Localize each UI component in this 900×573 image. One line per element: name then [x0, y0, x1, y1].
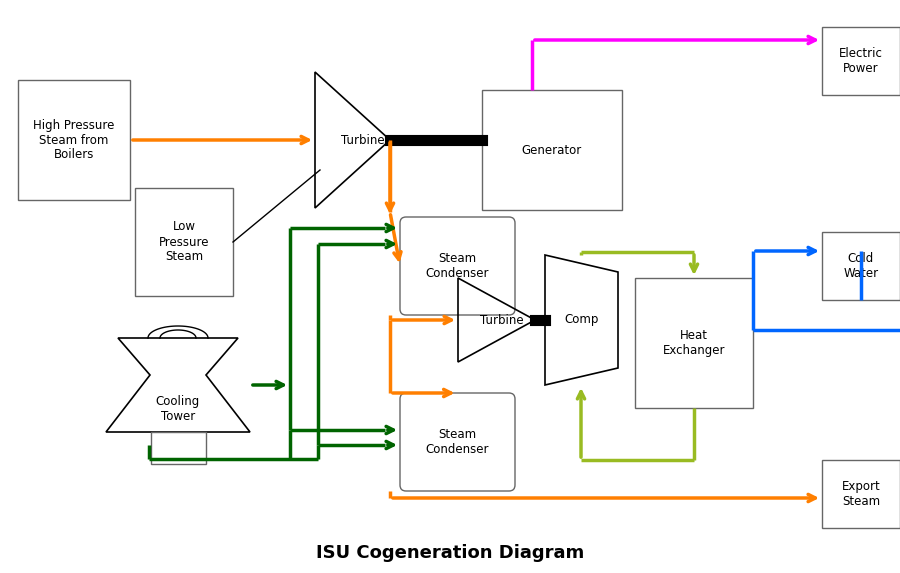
Bar [482, 90, 622, 210]
Text: Turbine: Turbine [341, 134, 384, 147]
FancyBboxPatch shape [400, 393, 515, 491]
Text: Export
Steam: Export Steam [842, 480, 880, 508]
Text: Cooling
Tower: Cooling Tower [156, 394, 200, 422]
Bar [822, 460, 900, 528]
Text: High Pressure
Steam from
Boilers: High Pressure Steam from Boilers [33, 119, 114, 162]
Text: Heat
Exchanger: Heat Exchanger [662, 329, 725, 357]
Text: Turbine: Turbine [480, 313, 523, 327]
Bar [150, 432, 205, 464]
Text: Low
Pressure
Steam: Low Pressure Steam [158, 221, 209, 264]
Text: Electric
Power: Electric Power [839, 47, 883, 75]
Bar [635, 278, 753, 408]
Text: Steam
Condenser: Steam Condenser [426, 252, 490, 280]
Text: Steam
Condenser: Steam Condenser [426, 428, 490, 456]
Bar [135, 188, 233, 296]
Bar [18, 80, 130, 200]
Bar [822, 27, 900, 95]
Text: Cold
Water: Cold Water [843, 252, 878, 280]
FancyBboxPatch shape [400, 217, 515, 315]
Bar [822, 232, 900, 300]
Text: ISU Cogeneration Diagram: ISU Cogeneration Diagram [316, 544, 584, 562]
Text: Comp: Comp [564, 313, 598, 327]
Text: Generator: Generator [522, 143, 582, 156]
